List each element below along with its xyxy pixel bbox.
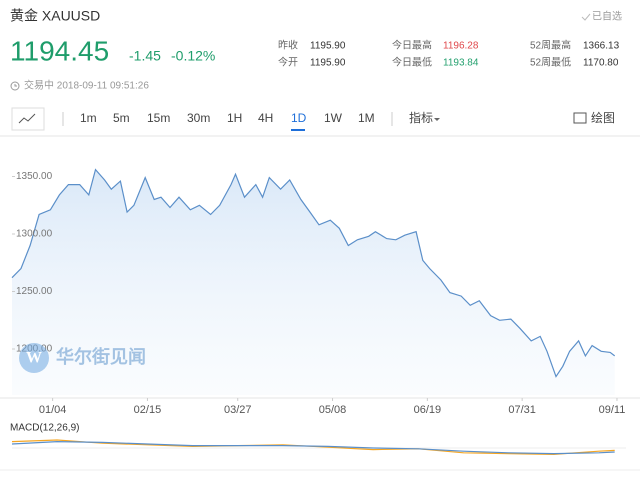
stat-value: 1195.90: [310, 58, 346, 69]
interval-button[interactable]: 4H: [258, 111, 273, 125]
x-tick-label: 06/19: [414, 404, 442, 416]
macd-chart: [11, 439, 626, 456]
change: -1.45: [129, 48, 161, 64]
x-tick-label: 09/11: [599, 404, 626, 416]
y-tick-label: 1350.00: [16, 171, 53, 182]
stat-value: 1196.28: [443, 41, 479, 52]
dropdown-arrow: [434, 118, 440, 121]
stats: 昨收 1195.90 今开 1195.90 今日最高 1196.28 今日最低 1193.84…: [278, 39, 620, 69]
stat-value: 1193.84: [443, 58, 479, 69]
chart-type-button[interactable]: [11, 107, 45, 131]
stat-value: 1170.80: [583, 58, 619, 69]
stat-label: 52周最低: [530, 56, 571, 69]
clock-icon: [10, 81, 20, 91]
x-tick-label: 05/08: [319, 404, 347, 416]
draw-button[interactable]: 绘图: [591, 110, 615, 125]
stat-label: 今日最高: [392, 39, 432, 52]
interval-button[interactable]: 1D: [291, 111, 307, 125]
macd-title: MACD(12,26,9): [10, 423, 79, 434]
interval-button[interactable]: 1H: [227, 111, 242, 125]
stat-label: 昨收: [278, 39, 298, 52]
x-tick-label: 01/04: [39, 404, 67, 416]
interval-button[interactable]: 30m: [187, 111, 210, 125]
status: 交易中 2018-09-11 09:51:26: [24, 79, 149, 92]
draw-icon: [573, 112, 587, 124]
watermark-mark: W: [26, 350, 42, 367]
stat-label: 52周最高: [530, 39, 571, 52]
change-pct: -0.12%: [171, 48, 215, 64]
stat-value: 1195.90: [310, 41, 346, 52]
watch-button[interactable]: 已自选: [592, 10, 622, 23]
area-fill: [12, 169, 615, 395]
price-line: [11, 439, 615, 456]
interval-button[interactable]: 15m: [147, 111, 170, 125]
price-line: [11, 440, 615, 455]
stat-label: 今开: [278, 56, 298, 69]
check-icon: [581, 13, 591, 21]
clock-hand: [14, 84, 17, 87]
chart-type-icon: [18, 113, 36, 124]
x-tick-label: 02/15: [134, 404, 162, 416]
interval-button[interactable]: 5m: [113, 111, 130, 125]
interval-button[interactable]: 1W: [324, 111, 343, 125]
watermark: 华尔街见闻: [56, 346, 146, 367]
price-line: [11, 168, 616, 378]
price-chart: 1200.001250.001300.001350.0001/0402/1503…: [0, 168, 640, 416]
indicator-button[interactable]: 指标: [409, 110, 433, 125]
price: 1194.45: [10, 35, 109, 66]
stat-label: 今日最低: [392, 56, 432, 69]
x-tick-label: 07/31: [508, 404, 536, 416]
interval-button[interactable]: 1m: [80, 111, 97, 125]
y-tick-label: 1250.00: [16, 286, 53, 297]
toolbar: 1m 5m 15m 30m 1H 4H 1D 1W 1M: [80, 111, 375, 131]
y-tick-label: 1300.00: [16, 229, 53, 240]
stat-value: 1366.13: [583, 41, 620, 52]
interval-button[interactable]: 1M: [358, 111, 375, 125]
watermark-logo: [19, 343, 49, 373]
x-tick-label: 03/27: [224, 404, 252, 416]
symbol-title: 黄金 XAUUSD: [10, 8, 100, 24]
